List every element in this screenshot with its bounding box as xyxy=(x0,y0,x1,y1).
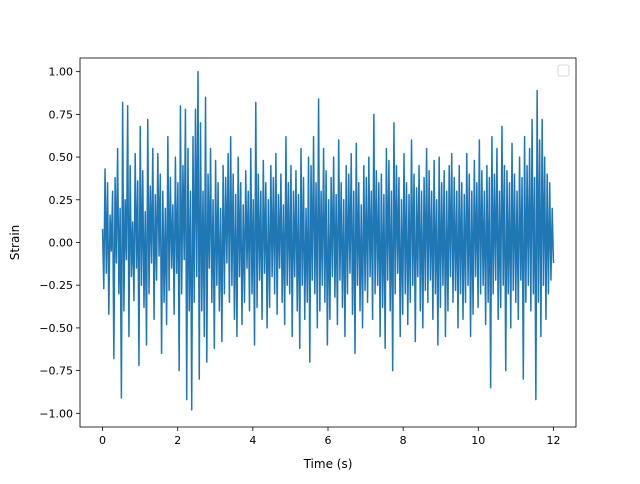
y-tick-label: −0.25 xyxy=(39,279,73,292)
y-axis-label: Strain xyxy=(8,225,22,261)
y-tick-label: 1.00 xyxy=(49,66,74,79)
y-tick-label: 0.50 xyxy=(49,151,74,164)
y-tick-label: −1.00 xyxy=(39,407,73,420)
y-axis-ticks: −1.00 −0.75 −0.50 −0.25 0.00 0.25 0.50 0.75 1.00 xyxy=(39,66,80,420)
x-tick-label: 2 xyxy=(174,434,181,447)
x-tick-label: 10 xyxy=(471,434,485,447)
x-tick-label: 12 xyxy=(546,434,560,447)
strain-series-line xyxy=(101,70,555,411)
plot-area xyxy=(101,70,555,411)
y-tick-label: −0.75 xyxy=(39,365,73,378)
y-tick-label: −0.50 xyxy=(39,322,73,335)
x-tick-label: 8 xyxy=(400,434,407,447)
x-tick-label: 6 xyxy=(325,434,332,447)
x-axis-ticks: 0 2 4 6 8 10 12 xyxy=(99,427,560,447)
x-axis-label: Time (s) xyxy=(303,457,353,471)
y-tick-label: 0.00 xyxy=(49,237,74,250)
x-tick-label: 0 xyxy=(99,434,106,447)
x-tick-label: 4 xyxy=(249,434,256,447)
legend-box xyxy=(557,64,570,77)
y-tick-label: 0.75 xyxy=(49,108,74,121)
y-tick-label: 0.25 xyxy=(49,194,74,207)
